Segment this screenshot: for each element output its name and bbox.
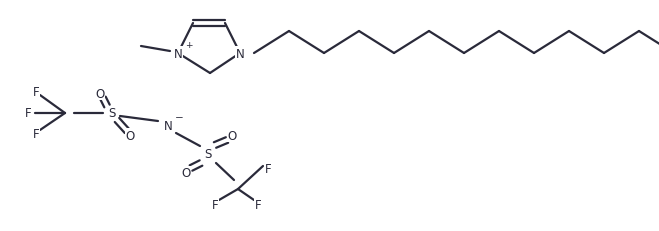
Text: F: F [254,199,262,212]
Text: N: N [163,120,173,133]
Text: +: + [185,40,192,49]
Text: −: − [175,112,183,122]
Text: S: S [108,107,116,120]
Text: S: S [204,148,212,161]
Text: F: F [33,128,40,141]
Text: N: N [236,47,244,60]
Text: O: O [96,87,105,100]
Text: O: O [181,167,190,180]
Text: O: O [125,129,134,142]
Text: F: F [212,199,218,212]
Text: F: F [24,107,32,120]
Text: N: N [173,47,183,60]
Text: F: F [265,163,272,176]
Text: F: F [33,85,40,98]
Text: O: O [227,129,237,142]
